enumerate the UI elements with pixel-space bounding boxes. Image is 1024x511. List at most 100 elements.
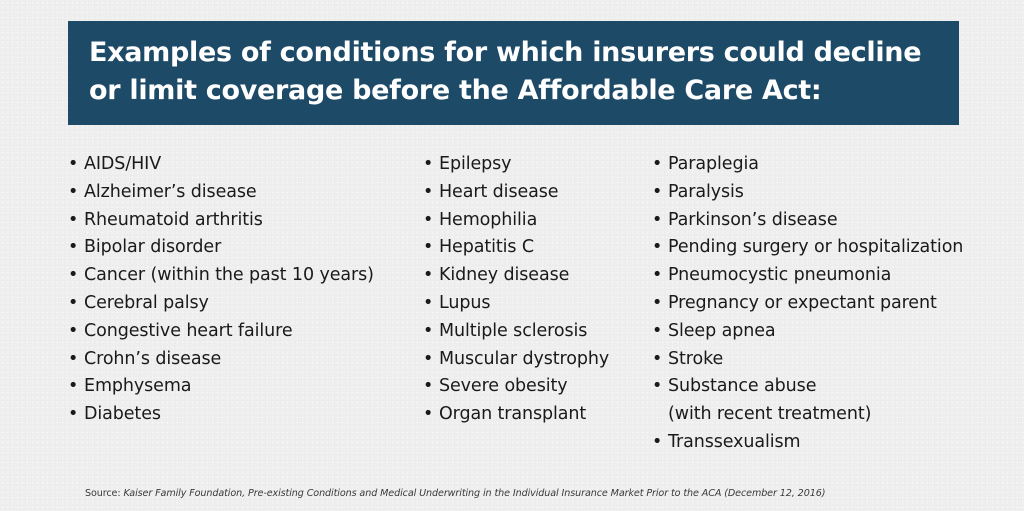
bullet-icon: •: [423, 209, 434, 230]
condition-name: Congestive heart failure: [84, 320, 293, 341]
list-item: • Cerebral palsy: [68, 290, 374, 318]
conditions-column-1: • AIDS/HIV • Alzheimer’s disease • Rheumato…: [68, 151, 374, 429]
bullet-icon: •: [652, 431, 663, 452]
bullet-icon: •: [68, 154, 79, 174]
condition-name: Cerebral palsy: [84, 292, 209, 313]
condition-name: Bipolar disorder: [84, 237, 222, 258]
condition-name: Epilepsy: [439, 154, 512, 174]
bullet-icon: •: [423, 265, 434, 286]
list-item: • Pending surgery or hospitalization: [652, 234, 963, 262]
title-banner: Examples of conditions for which insurer…: [68, 21, 959, 125]
condition-name: AIDS/HIV: [84, 154, 162, 174]
list-item: • Diabetes: [68, 401, 374, 429]
list-item: • Substance abuse (with recent treatment): [652, 373, 963, 429]
list-item: • Epilepsy: [423, 151, 609, 179]
list-item: • Pregnancy or expectant parent: [652, 290, 963, 318]
condition-name: Hemophilia: [439, 209, 538, 230]
bullet-icon: •: [68, 292, 79, 313]
condition-name: Alzheimer’s disease: [84, 181, 257, 202]
conditions-column-2: • Epilepsy • Heart disease • Hemophilia • He…: [423, 151, 609, 429]
bullet-icon: •: [423, 348, 434, 369]
condition-name: Crohn’s disease: [84, 348, 222, 369]
list-item: • Emphysema: [68, 373, 374, 401]
list-item: • Paralysis: [652, 179, 963, 207]
bullet-icon: •: [68, 320, 79, 341]
condition-name: Substance abuse: [668, 376, 817, 397]
condition-name: Paralysis: [668, 181, 744, 202]
list-item: • Alzheimer’s disease: [68, 179, 374, 207]
bullet-icon: •: [68, 376, 79, 397]
title-line-2: or limit coverage before the Affordable …: [89, 75, 822, 106]
condition-name: Pregnancy or expectant parent: [668, 292, 937, 313]
bullet-icon: •: [68, 265, 79, 286]
bullet-icon: •: [68, 181, 79, 202]
condition-name: Rheumatoid arthritis: [84, 209, 263, 230]
bullet-icon: •: [423, 376, 434, 397]
list-item: • Multiple sclerosis: [423, 318, 609, 346]
bullet-icon: •: [423, 181, 434, 202]
condition-name: Paraplegia: [668, 154, 759, 174]
title-line-1: Examples of conditions for which insurer…: [89, 37, 922, 68]
list-item: • Bipolar disorder: [68, 234, 374, 262]
source-text: Kaiser Family Foundation, Pre-existing C…: [123, 488, 826, 499]
list-item: • Pneumocystic pneumonia: [652, 262, 963, 290]
bullet-icon: •: [652, 348, 663, 369]
list-item: • Severe obesity: [423, 373, 609, 401]
bullet-icon: •: [652, 292, 663, 313]
list-item: • Sleep apnea: [652, 318, 963, 346]
condition-name: Pneumocystic pneumonia: [668, 265, 892, 286]
condition-name: Sleep apnea: [668, 320, 776, 341]
condition-name: Heart disease: [439, 181, 559, 202]
list-item: • Paraplegia: [652, 151, 963, 179]
list-item: • Lupus: [423, 290, 609, 318]
bullet-icon: •: [423, 154, 434, 174]
condition-name: Muscular dystrophy: [439, 348, 610, 369]
bullet-icon: •: [423, 237, 434, 258]
condition-name: Diabetes: [84, 404, 161, 425]
source-label: Source:: [85, 488, 124, 499]
bullet-icon: •: [68, 237, 79, 258]
condition-name: Hepatitis C: [439, 237, 535, 258]
condition-name: Emphysema: [84, 376, 192, 397]
list-item: • Organ transplant: [423, 401, 609, 429]
list-item: • Hemophilia: [423, 207, 609, 235]
list-item: • Rheumatoid arthritis: [68, 207, 374, 235]
bullet-icon: •: [652, 320, 663, 341]
list-item: • Crohn’s disease: [68, 346, 374, 374]
list-item: • Transsexualism: [652, 429, 963, 457]
bullet-icon: •: [652, 265, 663, 286]
list-item: • Kidney disease: [423, 262, 609, 290]
bullet-icon: •: [68, 404, 79, 425]
list-item: • Hepatitis C: [423, 234, 609, 262]
bullet-icon: •: [423, 320, 434, 341]
bullet-icon: •: [652, 376, 663, 397]
bullet-icon: •: [652, 209, 663, 230]
condition-name: Lupus: [439, 292, 491, 313]
list-item: • Congestive heart failure: [68, 318, 374, 346]
bullet-icon: •: [652, 181, 663, 202]
condition-name: Severe obesity: [439, 376, 568, 397]
list-item: • Stroke: [652, 346, 963, 374]
list-item: • Heart disease: [423, 179, 609, 207]
bullet-icon: •: [68, 209, 79, 230]
bullet-icon: •: [423, 404, 434, 425]
list-item: • Parkinson’s disease: [652, 207, 963, 235]
list-item: • Muscular dystrophy: [423, 346, 609, 374]
list-item: • AIDS/HIV: [68, 151, 374, 179]
conditions-column-3: • Paraplegia • Paralysis • Parkinson’s dise…: [652, 151, 963, 457]
condition-name: Cancer (within the past 10 years): [84, 265, 374, 286]
bullet-icon: •: [68, 348, 79, 369]
condition-name: Transsexualism: [668, 431, 801, 452]
condition-name: Parkinson’s disease: [668, 209, 838, 230]
condition-name: Multiple sclerosis: [439, 320, 588, 341]
condition-name: Pending surgery or hospitalization: [668, 237, 964, 258]
condition-name: Kidney disease: [439, 265, 570, 286]
condition-name: Organ transplant: [439, 404, 587, 425]
source-citation: Source: Kaiser Family Foundation, Pre-ex…: [85, 488, 825, 500]
bullet-icon: •: [652, 154, 663, 174]
bullet-icon: •: [423, 292, 434, 313]
bullet-icon: •: [652, 237, 663, 258]
condition-qualifier: (with recent treatment): [668, 404, 872, 425]
condition-name: Stroke: [668, 348, 724, 369]
list-item: • Cancer (within the past 10 years): [68, 262, 374, 290]
